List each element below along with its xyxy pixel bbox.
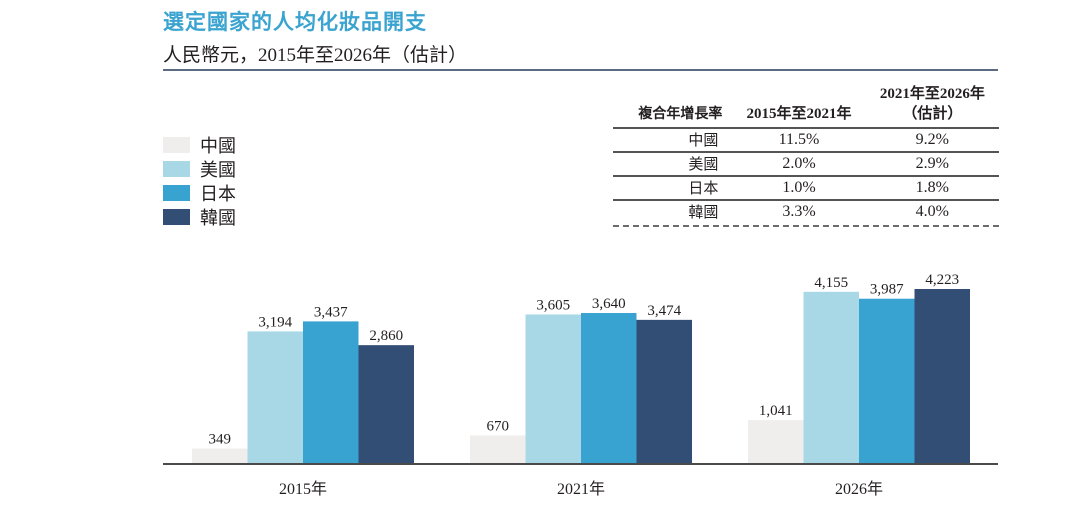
bar-2015年-韓國 [358,345,414,463]
data-label: 2,860 [369,328,403,344]
table-row: 韓國 3.3% 4.0% [613,200,999,223]
cagr-value-period1: 2.0% [782,155,816,172]
legend-label: 韓國 [200,208,236,229]
cagr-country: 日本 [688,179,719,197]
cagr-value-period1: 3.3% [782,203,816,220]
cagr-country: 中國 [688,131,719,149]
data-label: 3,437 [314,304,348,320]
bar-2026年-中國 [748,420,804,463]
bar-2021年-美國 [525,314,581,463]
bar-2021年-中國 [470,435,526,463]
bar-2015年-日本 [303,321,359,463]
data-label: 3,474 [647,303,681,319]
data-label: 3,605 [536,297,570,313]
legend-swatch [163,185,190,201]
table-row: 中國 11.5% 9.2% [613,128,999,152]
chart-subtitle: 人民幣元，2015年至2026年（估計） [163,45,468,66]
legend-swatch [163,137,190,153]
cagr-header-period1: 2015年至2021年 [746,106,852,122]
cagr-country: 韓國 [688,203,719,221]
legend-swatch [163,161,190,177]
cagr-header-period2-line1: 2021年至2026年 [879,86,985,102]
cagr-country: 美國 [688,155,719,173]
data-label: 3,640 [592,296,626,312]
cagr-header-period2: 2021年至2026年 （估計） [866,84,999,128]
x-tick-label: 2015年 [279,480,327,498]
bar-2015年-中國 [192,448,248,463]
legend-label: 美國 [200,160,236,181]
cagr-value-period2: 1.8% [915,179,949,196]
bar-2021年-日本 [581,313,637,463]
cagr-value-period1: 1.0% [782,179,816,196]
data-label: 670 [487,418,510,434]
data-label: 3,987 [870,282,904,298]
data-label: 3,194 [258,314,292,330]
data-label: 349 [209,432,232,448]
bar-2015年-美國 [247,331,303,463]
data-label: 4,155 [814,275,848,291]
legend-item-korea: 韓國 [163,205,236,229]
chart-title: 選定國家的人均化妝品開支 [163,10,427,34]
cagr-value-period2: 2.9% [915,155,949,172]
data-label: 4,223 [925,272,959,288]
table-row: 美國 2.0% 2.9% [613,152,999,176]
legend-item-usa: 美國 [163,157,236,181]
legend-label: 中國 [200,136,236,157]
cagr-value-period1: 11.5% [778,131,820,148]
x-tick-label: 2026年 [835,480,883,498]
cagr-table: 複合年增長率 2015年至2021年 2021年至2026年 （估計） 中國 1… [613,84,999,227]
table-dashed-rule [613,225,999,227]
bar-2026年-韓國 [914,289,970,463]
x-tick-label: 2021年 [557,480,605,498]
data-label: 1,041 [759,403,793,419]
cagr-header-period2-line2: （估計） [902,106,963,122]
legend-item-china: 中國 [163,133,236,157]
title-divider [163,69,998,71]
bar-2026年-美國 [803,291,859,463]
legend-label: 日本 [200,184,236,205]
bar-2021年-韓國 [636,319,692,463]
table-row: 日本 1.0% 1.8% [613,176,999,200]
bar-2026年-日本 [859,298,915,463]
cagr-value-period2: 4.0% [915,203,949,220]
legend: 中國 美國 日本 韓國 [163,133,236,229]
legend-item-japan: 日本 [163,181,236,205]
cagr-header-label: 複合年增長率 [638,106,723,122]
legend-swatch [163,209,190,225]
cagr-value-period2: 9.2% [915,131,949,148]
